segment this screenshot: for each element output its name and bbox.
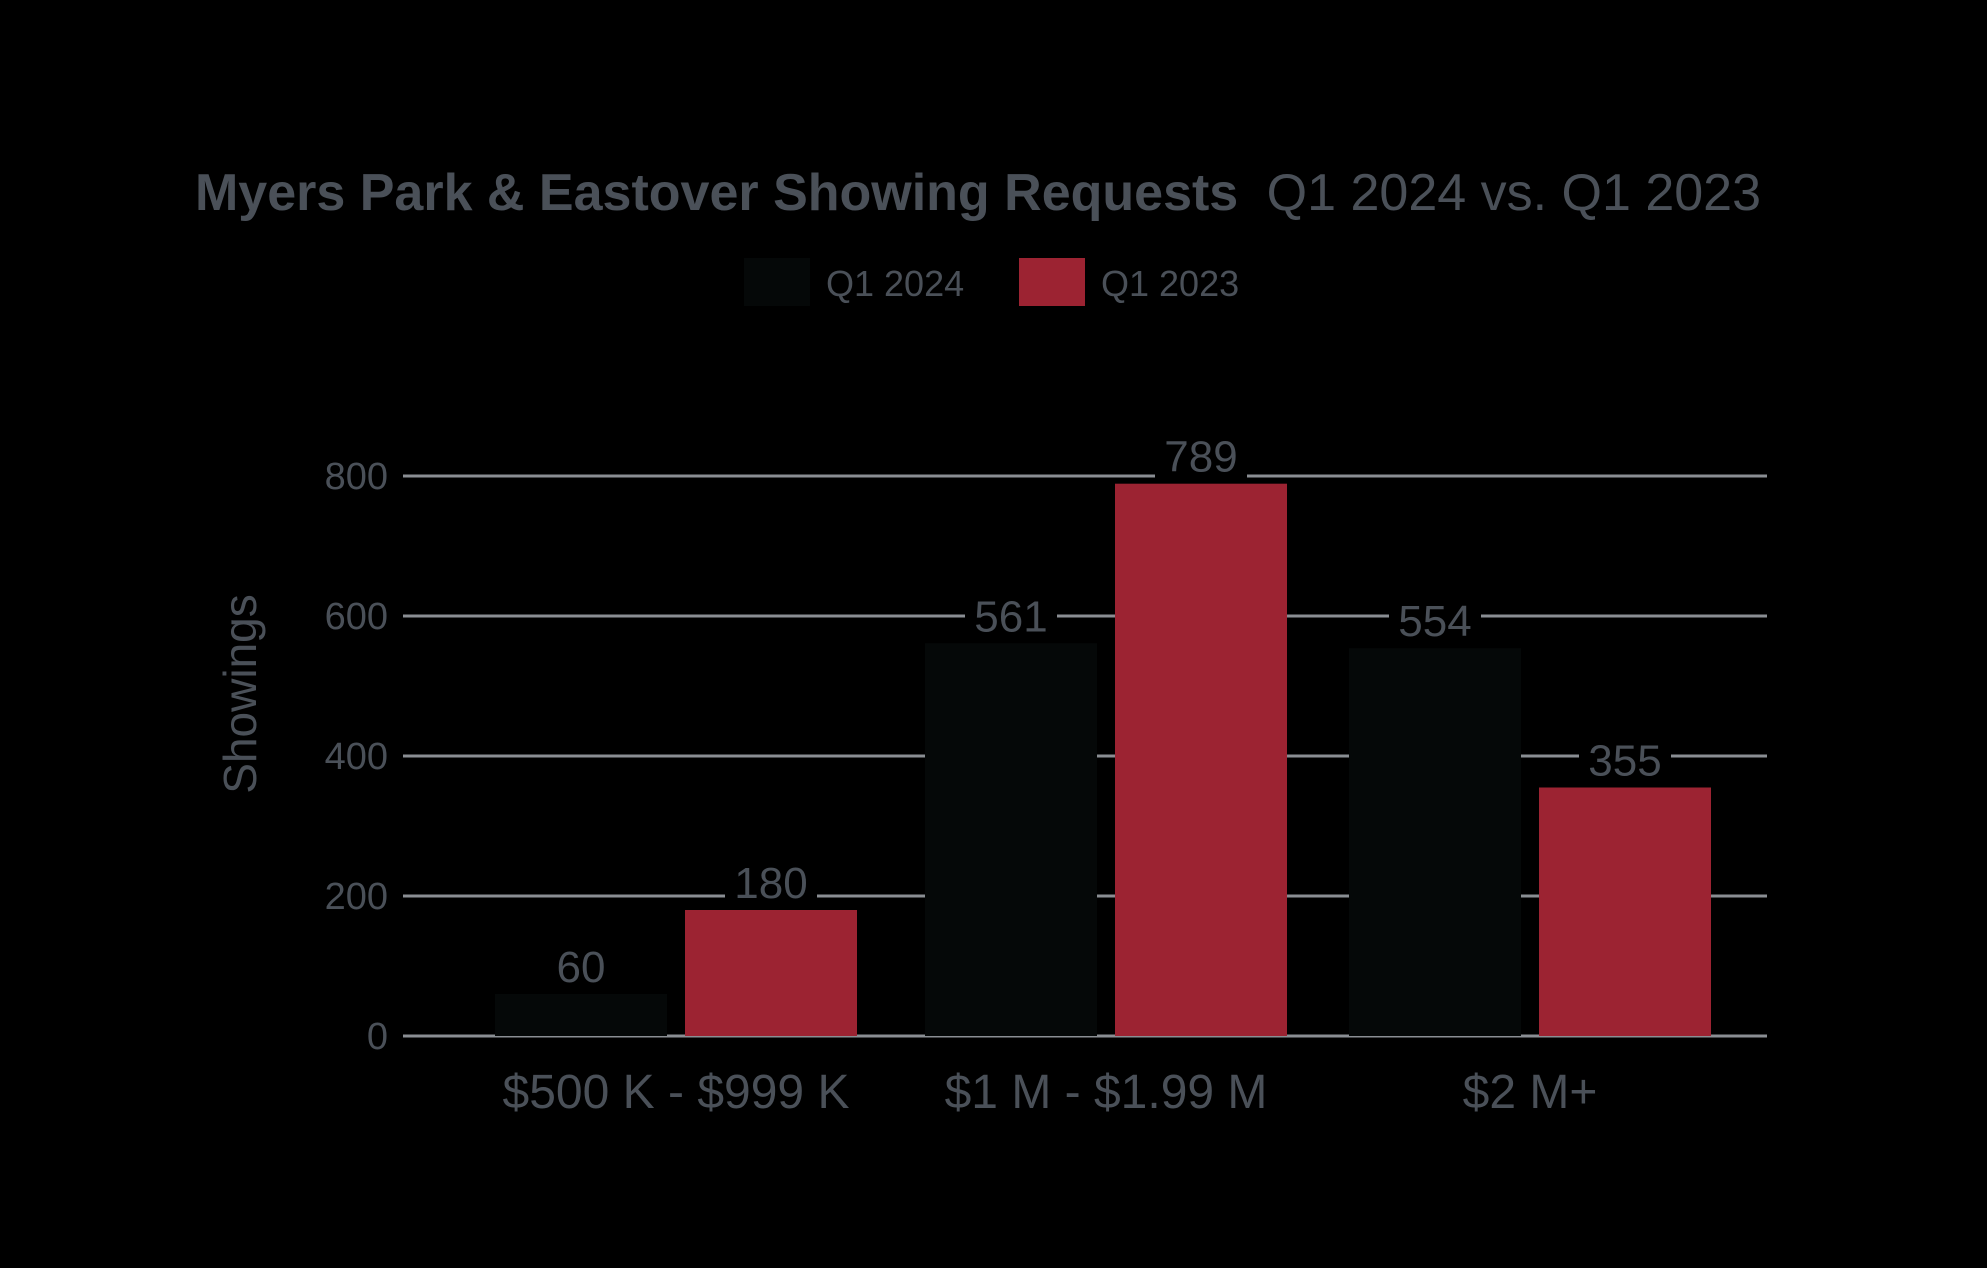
data-label: 554: [1398, 597, 1471, 646]
bars: 60 561 554 180 789 355: [495, 431, 1711, 1036]
legend-label: Q1 2023: [1101, 263, 1239, 304]
x-axis: $500 K - $999 K $1 M - $1.99 M $2 M+: [503, 1066, 1598, 1119]
y-tick-label: 200: [325, 876, 388, 918]
data-label: 789: [1164, 433, 1237, 482]
data-label: 561: [974, 592, 1047, 641]
chart-title: Myers Park & Eastover Showing Requests Q…: [195, 164, 1761, 222]
data-label: 355: [1588, 737, 1661, 786]
x-tick-label: $2 M+: [1463, 1066, 1598, 1119]
legend-swatch: [744, 258, 810, 306]
bar-q1-2023: [685, 910, 857, 1036]
legend-label: Q1 2024: [826, 263, 964, 304]
data-label-background: [1155, 431, 1247, 480]
data-label-background: [725, 858, 817, 906]
data-label-background: [1389, 596, 1481, 645]
x-tick-label: $1 M - $1.99 M: [945, 1066, 1268, 1119]
x-tick-label: $500 K - $999 K: [503, 1066, 850, 1119]
data-label-background: [535, 942, 627, 990]
data-label: 60: [557, 943, 606, 992]
legend: Q1 2024 Q1 2023: [744, 258, 1239, 306]
y-tick-label: 600: [325, 596, 388, 638]
chart-title-bold: Myers Park & Eastover Showing Requests: [195, 164, 1238, 222]
y-axis-label: Showings: [214, 594, 266, 793]
bar-q1-2024: [495, 994, 667, 1036]
y-tick-label: 0: [367, 1016, 388, 1058]
y-axis: 0 200 400 600 800: [325, 456, 388, 1058]
chart-title-rest: Q1 2024 vs. Q1 2023: [1267, 164, 1761, 222]
bar-q1-2024: [1349, 648, 1521, 1036]
bar-q1-2023: [1539, 787, 1711, 1036]
data-label: 180: [734, 859, 807, 908]
data-label-background: [1579, 735, 1671, 784]
bar-q1-2024: [925, 643, 1097, 1036]
legend-swatch: [1019, 258, 1085, 306]
y-tick-label: 400: [325, 736, 388, 778]
bar-q1-2023: [1115, 483, 1287, 1036]
data-label-background: [965, 591, 1057, 640]
y-tick-label: 800: [325, 456, 388, 498]
